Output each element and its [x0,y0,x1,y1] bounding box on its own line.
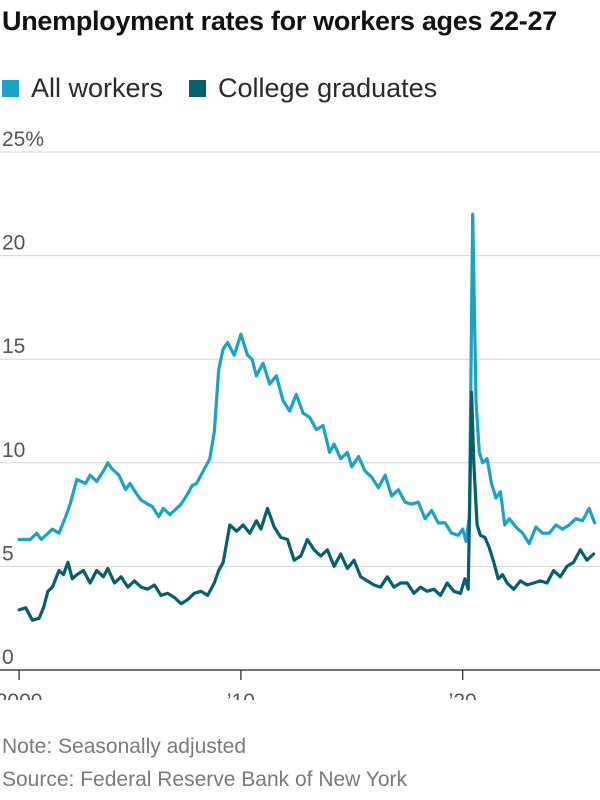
chart-note: Note: Seasonally adjusted [2,735,246,758]
legend-item-college-graduates: College graduates [189,73,437,104]
y-tick-label-10: 10 [2,439,25,462]
y-tick-label-25: 25% [2,130,44,151]
legend-swatch-college-graduates [189,79,207,97]
legend: All workers College graduates [2,70,463,106]
x-tick-label-2020: ’20 [449,690,477,700]
x-tick-label-2010: ’10 [227,690,255,700]
legend-swatch-all-workers [2,79,19,97]
legend-item-all-workers: All workers [2,73,163,104]
chart-source: Source: Federal Reserve Bank of New York [2,768,408,791]
y-tick-label-15: 15 [2,335,25,358]
legend-label-college-graduates: College graduates [218,72,438,103]
chart-title: Unemployment rates for workers ages 22-2… [2,6,557,36]
line-chart: 0 5 10 15 20 25% 2000 ’10 ’20 [0,130,600,700]
legend-label-all-workers: All workers [31,72,164,103]
series-line-college-graduates [17,390,596,622]
y-tick-label-20: 20 [2,232,25,255]
y-tick-label-0: 0 [2,646,14,669]
y-tick-label-5: 5 [2,542,14,565]
x-tick-label-2000: 2000 [0,690,42,700]
series-line-all-workers [17,212,597,546]
